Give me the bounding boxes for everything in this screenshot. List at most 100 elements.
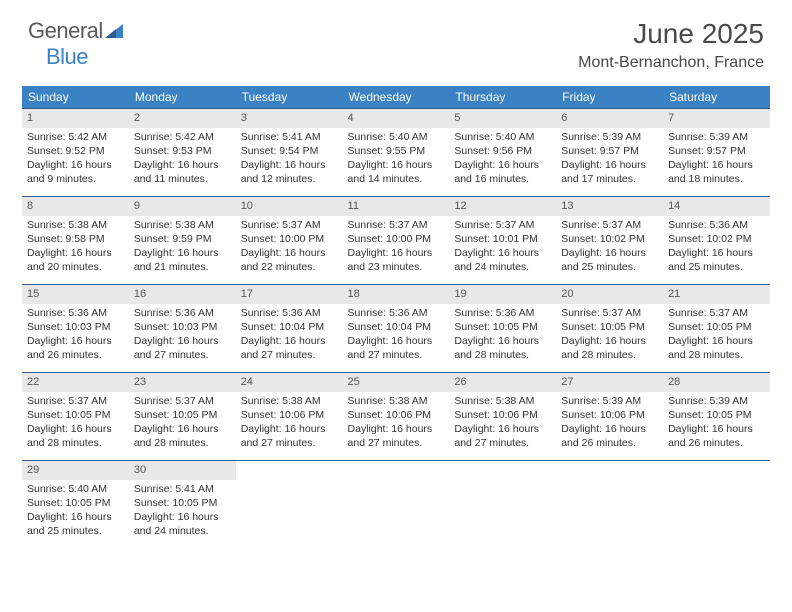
col-wed: Wednesday [343, 86, 450, 109]
day-cell: 4Sunrise: 5:40 AMSunset: 9:55 PMDaylight… [343, 109, 450, 197]
day-number: 26 [449, 373, 556, 392]
daylight-text-1: Daylight: 16 hours [454, 422, 551, 436]
day-cell [343, 461, 450, 549]
week-row: 15Sunrise: 5:36 AMSunset: 10:03 PMDaylig… [22, 285, 770, 373]
day-cell [556, 461, 663, 549]
day-cell: 20Sunrise: 5:37 AMSunset: 10:05 PMDaylig… [556, 285, 663, 373]
sunset-text: Sunset: 10:05 PM [668, 320, 765, 334]
sunrise-text: Sunrise: 5:36 AM [668, 218, 765, 232]
sunset-text: Sunset: 9:58 PM [27, 232, 124, 246]
sunrise-text: Sunrise: 5:36 AM [454, 306, 551, 320]
daylight-text-2: and 28 minutes. [668, 348, 765, 362]
sunset-text: Sunset: 10:05 PM [561, 320, 658, 334]
day-number: 4 [343, 109, 450, 128]
sunset-text: Sunset: 10:01 PM [454, 232, 551, 246]
daylight-text-2: and 24 minutes. [134, 524, 231, 538]
day-number: 7 [663, 109, 770, 128]
daylight-text-1: Daylight: 16 hours [241, 246, 338, 260]
daylight-text-1: Daylight: 16 hours [27, 422, 124, 436]
day-number: 16 [129, 285, 236, 304]
daylight-text-2: and 27 minutes. [241, 348, 338, 362]
day-cell [663, 461, 770, 549]
sunrise-text: Sunrise: 5:36 AM [348, 306, 445, 320]
daylight-text-1: Daylight: 16 hours [27, 158, 124, 172]
day-cell: 30Sunrise: 5:41 AMSunset: 10:05 PMDaylig… [129, 461, 236, 549]
sunrise-text: Sunrise: 5:38 AM [134, 218, 231, 232]
day-number: 5 [449, 109, 556, 128]
day-number: 28 [663, 373, 770, 392]
daylight-text-1: Daylight: 16 hours [668, 334, 765, 348]
day-number: 13 [556, 197, 663, 216]
daylight-text-1: Daylight: 16 hours [27, 510, 124, 524]
day-number: 2 [129, 109, 236, 128]
day-cell [449, 461, 556, 549]
day-cell: 19Sunrise: 5:36 AMSunset: 10:05 PMDaylig… [449, 285, 556, 373]
sunrise-text: Sunrise: 5:38 AM [348, 394, 445, 408]
sunrise-text: Sunrise: 5:37 AM [27, 394, 124, 408]
sunset-text: Sunset: 10:05 PM [454, 320, 551, 334]
daylight-text-2: and 18 minutes. [668, 172, 765, 186]
day-cell: 14Sunrise: 5:36 AMSunset: 10:02 PMDaylig… [663, 197, 770, 285]
day-cell: 26Sunrise: 5:38 AMSunset: 10:06 PMDaylig… [449, 373, 556, 461]
sunrise-text: Sunrise: 5:36 AM [27, 306, 124, 320]
calendar-table: Sunday Monday Tuesday Wednesday Thursday… [22, 86, 770, 549]
sunrise-text: Sunrise: 5:37 AM [454, 218, 551, 232]
sunset-text: Sunset: 10:03 PM [27, 320, 124, 334]
daylight-text-1: Daylight: 16 hours [668, 422, 765, 436]
daylight-text-2: and 28 minutes. [561, 348, 658, 362]
day-number: 11 [343, 197, 450, 216]
daylight-text-1: Daylight: 16 hours [454, 334, 551, 348]
daylight-text-1: Daylight: 16 hours [134, 158, 231, 172]
day-cell: 23Sunrise: 5:37 AMSunset: 10:05 PMDaylig… [129, 373, 236, 461]
col-fri: Friday [556, 86, 663, 109]
sunset-text: Sunset: 9:52 PM [27, 144, 124, 158]
day-cell: 16Sunrise: 5:36 AMSunset: 10:03 PMDaylig… [129, 285, 236, 373]
daylight-text-2: and 20 minutes. [27, 260, 124, 274]
sunrise-text: Sunrise: 5:42 AM [134, 130, 231, 144]
day-cell: 5Sunrise: 5:40 AMSunset: 9:56 PMDaylight… [449, 109, 556, 197]
daylight-text-2: and 27 minutes. [348, 436, 445, 450]
day-number: 9 [129, 197, 236, 216]
title-block: June 2025 Mont-Bernanchon, France [578, 18, 764, 72]
sunset-text: Sunset: 9:59 PM [134, 232, 231, 246]
day-cell: 11Sunrise: 5:37 AMSunset: 10:00 PMDaylig… [343, 197, 450, 285]
sunrise-text: Sunrise: 5:40 AM [27, 482, 124, 496]
day-number: 12 [449, 197, 556, 216]
day-cell: 7Sunrise: 5:39 AMSunset: 9:57 PMDaylight… [663, 109, 770, 197]
daylight-text-2: and 28 minutes. [27, 436, 124, 450]
daylight-text-1: Daylight: 16 hours [348, 158, 445, 172]
day-cell: 28Sunrise: 5:39 AMSunset: 10:05 PMDaylig… [663, 373, 770, 461]
daylight-text-2: and 26 minutes. [561, 436, 658, 450]
day-number: 18 [343, 285, 450, 304]
daylight-text-2: and 25 minutes. [27, 524, 124, 538]
day-number: 15 [22, 285, 129, 304]
sunset-text: Sunset: 10:02 PM [561, 232, 658, 246]
col-mon: Monday [129, 86, 236, 109]
sunrise-text: Sunrise: 5:39 AM [561, 130, 658, 144]
header: General Blue June 2025 Mont-Bernanchon, … [0, 0, 792, 78]
daylight-text-2: and 11 minutes. [134, 172, 231, 186]
day-number: 6 [556, 109, 663, 128]
daylight-text-2: and 27 minutes. [134, 348, 231, 362]
sunset-text: Sunset: 10:06 PM [454, 408, 551, 422]
sunset-text: Sunset: 9:55 PM [348, 144, 445, 158]
sunrise-text: Sunrise: 5:40 AM [454, 130, 551, 144]
day-cell: 22 Sunrise: 5:37 AMSunset: 10:05 PMDaylig… [22, 373, 129, 461]
day-number: 22 [22, 373, 129, 392]
sunrise-text: Sunrise: 5:39 AM [561, 394, 658, 408]
day-number: 1 [22, 109, 129, 128]
sunset-text: Sunset: 10:00 PM [348, 232, 445, 246]
daylight-text-1: Daylight: 16 hours [454, 158, 551, 172]
sunset-text: Sunset: 9:57 PM [561, 144, 658, 158]
day-cell: 25Sunrise: 5:38 AMSunset: 10:06 PMDaylig… [343, 373, 450, 461]
daylight-text-2: and 17 minutes. [561, 172, 658, 186]
col-sat: Saturday [663, 86, 770, 109]
sunset-text: Sunset: 10:02 PM [668, 232, 765, 246]
sunset-text: Sunset: 10:05 PM [27, 408, 124, 422]
sunset-text: Sunset: 10:06 PM [348, 408, 445, 422]
sunrise-text: Sunrise: 5:41 AM [134, 482, 231, 496]
daylight-text-2: and 12 minutes. [241, 172, 338, 186]
sunset-text: Sunset: 10:06 PM [241, 408, 338, 422]
daylight-text-1: Daylight: 16 hours [668, 246, 765, 260]
daylight-text-1: Daylight: 16 hours [454, 246, 551, 260]
